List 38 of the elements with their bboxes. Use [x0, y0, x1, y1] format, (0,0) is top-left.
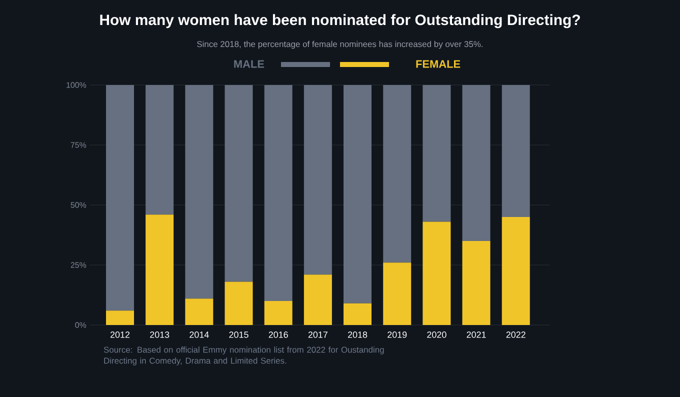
- chart-title: How many women have been nominated for Outstanding Directing?: [100, 14, 580, 28]
- bar: [502, 84, 530, 217]
- bar: [462, 84, 490, 241]
- x-tick-label: 2018: [348, 332, 368, 338]
- bar: [185, 84, 214, 299]
- x-tick-label: 2012: [110, 332, 130, 338]
- bar: [106, 310, 134, 325]
- bar: [146, 84, 174, 215]
- bar: [344, 303, 372, 325]
- bar: [264, 301, 292, 325]
- x-tick-label: 2016: [268, 332, 288, 338]
- bar: [185, 298, 214, 325]
- x-tick-label: 2021: [466, 332, 486, 338]
- bar: [462, 241, 490, 325]
- bar: [422, 222, 451, 325]
- bar: [304, 84, 332, 275]
- bar: [422, 84, 451, 222]
- bar: [224, 84, 253, 282]
- bar: [502, 217, 530, 325]
- legend-label: MALE: [234, 60, 264, 68]
- bar: [344, 84, 372, 304]
- x-tick-label: 2017: [308, 332, 328, 338]
- x-tick-label: 2014: [190, 332, 209, 338]
- source-note: Source: Based on official Emmy nomination list from 2022 for Oustanding Directing in Comedy, Drama and Limited Series.: [104, 346, 384, 366]
- chart-subtitle: Since 2018, the percentage of female nominees has increased by over 35%.: [197, 40, 483, 49]
- x-tick-label: 2022: [506, 332, 526, 338]
- text: FEMALE: [416, 60, 460, 68]
- bar: [304, 274, 332, 325]
- x-tick-label: 2020: [427, 332, 446, 338]
- bar: [146, 214, 174, 325]
- bar: [106, 84, 134, 311]
- x-tick-label: 2015: [229, 332, 248, 338]
- bar: [224, 282, 253, 325]
- bar: [264, 84, 292, 301]
- bar: [383, 262, 412, 325]
- bar: [383, 84, 412, 263]
- x-tick-label: 2013: [150, 332, 170, 338]
- x-tick-label: 2019: [388, 332, 407, 338]
